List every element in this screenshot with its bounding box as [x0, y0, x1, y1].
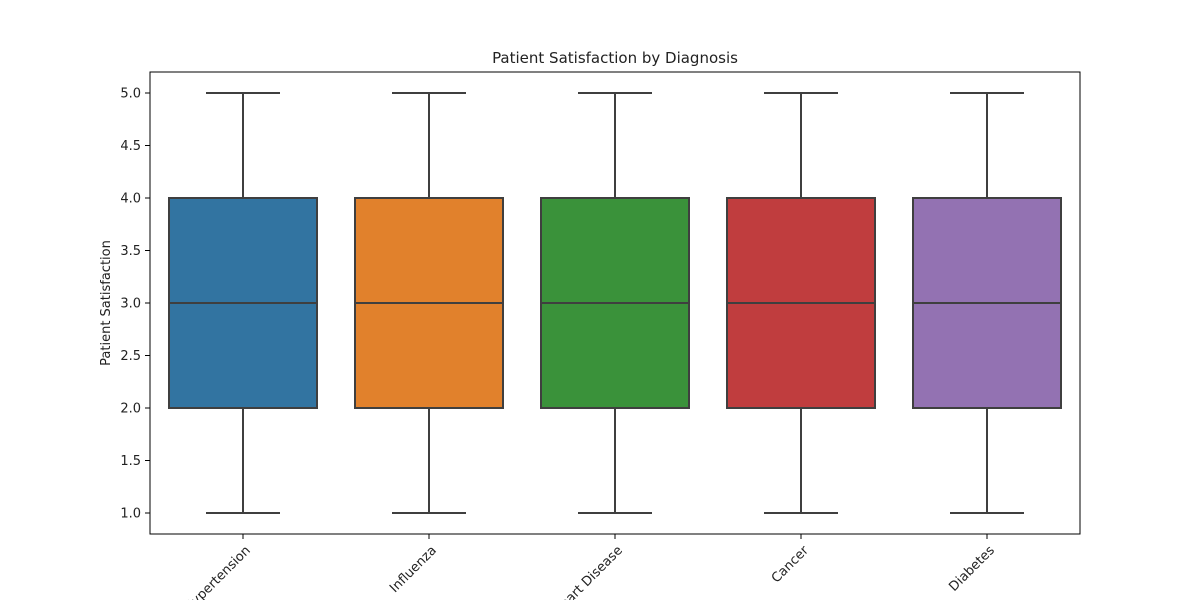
- box-group: [912, 92, 1062, 514]
- y-tick-label: 2.0: [120, 402, 141, 417]
- x-tick-label: Heart Disease: [551, 543, 626, 600]
- box-group: [540, 92, 690, 514]
- y-tick-label: 4.5: [120, 139, 141, 154]
- y-tick-label: 4.0: [120, 192, 141, 207]
- y-tick-label: 2.5: [120, 349, 141, 364]
- plot-area: 1.0 1.5 2.0 2.5 3.0 3.5 4.0 4.5 5.0 Hypertension I…: [120, 71, 1081, 600]
- box-group: [168, 92, 318, 514]
- y-axis-label: Patient Satisfaction: [99, 240, 114, 366]
- x-tick-label: Cancer: [769, 543, 812, 586]
- x-tick-label: Influenza: [387, 543, 440, 596]
- x-tick-label: Hypertension: [182, 543, 254, 600]
- chart-title: Patient Satisfaction by Diagnosis: [492, 49, 738, 67]
- y-tick-label: 1.0: [120, 507, 141, 522]
- x-tick-label: Diabetes: [946, 543, 998, 595]
- y-tick-label: 3.0: [120, 297, 141, 312]
- y-tick-label: 1.5: [120, 454, 141, 469]
- box-group: [354, 92, 504, 514]
- y-tick-label: 3.5: [120, 244, 141, 259]
- box-group: [726, 92, 876, 514]
- y-tick-label: 5.0: [120, 87, 141, 102]
